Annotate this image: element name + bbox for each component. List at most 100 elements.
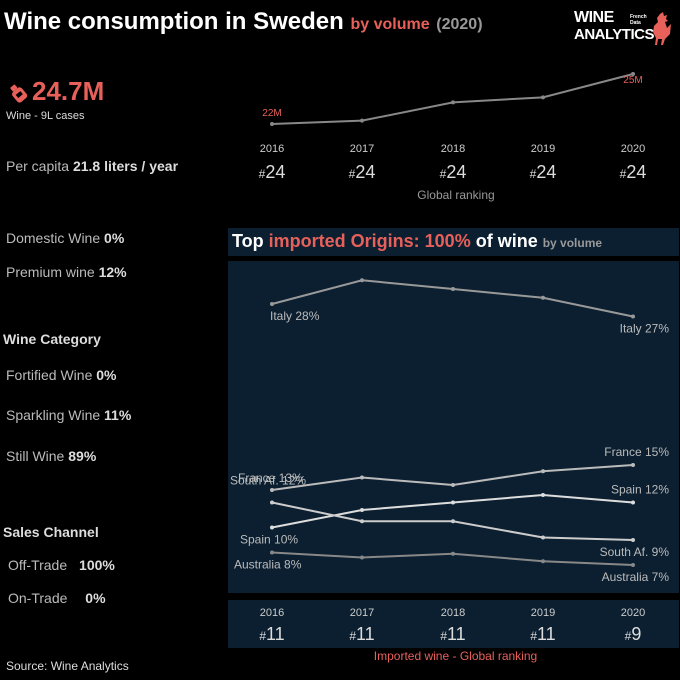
- import-point-italy: [360, 278, 364, 283]
- import-point-south-af: [541, 535, 545, 540]
- wine-category-heading: Wine Category: [3, 331, 101, 347]
- total-volume-value: 24.7M: [32, 76, 105, 106]
- import-point-france: [270, 488, 274, 492]
- volume-line: [271, 73, 634, 125]
- sales-channel-heading: Sales Channel: [3, 524, 99, 540]
- premium-share: Premium wine 12%: [6, 264, 127, 280]
- import-point-australia: [631, 563, 635, 567]
- still-label: Still Wine: [6, 448, 65, 464]
- volume-year-label: 2020: [621, 143, 645, 155]
- fortified-label: Fortified Wine: [6, 367, 93, 383]
- per-capita-label: Per capita: [6, 158, 70, 174]
- import-point-south-af: [631, 538, 635, 542]
- import-last-label-italy: Italy 27%: [620, 322, 670, 336]
- volume-rank-caption: Global ranking: [417, 188, 494, 202]
- still-share: Still Wine 89%: [6, 448, 96, 464]
- imports-year-label: 2017: [350, 607, 374, 619]
- off-trade-value: 100%: [79, 557, 115, 573]
- import-point-france: [541, 469, 545, 474]
- logo-line1: WINE: [574, 9, 614, 26]
- import-point-south-af: [360, 519, 364, 524]
- domestic-label: Domestic Wine: [6, 230, 101, 246]
- import-first-label-spain: Spain 10%: [240, 533, 298, 547]
- import-point-spain: [541, 493, 545, 497]
- imports-rank-label: #11: [259, 624, 284, 644]
- wine-bottle-icon: [10, 84, 28, 103]
- still-value: 89%: [68, 448, 97, 464]
- import-point-france: [631, 463, 635, 467]
- volume-year-label: 2016: [260, 143, 284, 155]
- import-point-italy: [270, 302, 274, 306]
- import-first-label-france: France 13%: [238, 471, 303, 485]
- import-point-spain: [360, 508, 364, 512]
- import-first-label-south-af: South Af. 12%: [230, 474, 306, 488]
- imports-rank-label: #9: [625, 624, 642, 644]
- imports-title: Top imported Origins: 100% of wine by vo…: [232, 231, 602, 252]
- import-point-spain: [631, 500, 635, 505]
- volume-year-label: 2019: [531, 143, 555, 155]
- import-last-label-spain: Spain 12%: [611, 483, 669, 497]
- imports-title-panel: Top imported Origins: 100% of wine by vo…: [228, 228, 679, 256]
- sparkling-value: 11%: [104, 407, 132, 423]
- import-point-spain: [270, 525, 274, 530]
- import-point-italy: [631, 314, 635, 319]
- imports-title-red: imported Origins: 100%: [268, 231, 471, 251]
- fortified-value: 0%: [96, 367, 117, 383]
- per-capita-value: 21.8 liters / year: [72, 158, 179, 174]
- volume-point: [270, 122, 274, 126]
- off-trade-label: Off-Trade: [8, 557, 68, 573]
- domestic-value: 0%: [104, 230, 125, 246]
- volume-point: [631, 72, 635, 76]
- volume-point: [451, 100, 455, 105]
- import-point-australia: [360, 555, 364, 560]
- on-trade-value: 0%: [85, 590, 106, 606]
- on-trade-share: On-Trade 0%: [8, 590, 106, 606]
- volume-year-label: 2018: [441, 143, 465, 155]
- imports-title-suffix: of wine: [470, 231, 538, 251]
- source-note: Source: Wine Analytics: [6, 659, 129, 673]
- volume-point: [360, 118, 364, 123]
- on-trade-label: On-Trade: [8, 590, 68, 606]
- volume-rank-label: #24: [530, 162, 557, 182]
- imports-rank-panel: 2016 #11 2017 #11 2018 #11 2019 #11 2020 #9: [228, 600, 679, 648]
- import-point-italy: [541, 295, 545, 300]
- imports-rank-label: #11: [440, 624, 465, 644]
- title-year: (2020): [436, 16, 483, 33]
- volume-rank-label: #24: [440, 162, 467, 182]
- import-point-south-af: [451, 519, 455, 524]
- import-last-label-france: France 15%: [604, 445, 669, 459]
- fortified-share: Fortified Wine 0%: [6, 367, 116, 383]
- imports-chart-panel: Italy 28% Italy 27% France 13% France 15% Sp…: [228, 261, 679, 593]
- title-subtitle: by volume: [350, 16, 430, 33]
- per-capita: Per capita 21.8 liters / year: [6, 158, 178, 174]
- volume-last-label: 25M: [623, 75, 642, 86]
- logo-tagline: French Data: [630, 14, 647, 26]
- kpi-caption: Wine - 9L cases: [6, 110, 85, 122]
- import-point-australia: [451, 551, 455, 556]
- wine-analytics-logo: WINE French Data ANALYTICS: [574, 10, 672, 48]
- imports-title-prefix: Top: [232, 231, 269, 251]
- domestic-share: Domestic Wine 0%: [6, 230, 124, 246]
- import-last-label-south-af: South Af. 9%: [600, 545, 670, 559]
- imports-rank-label: #11: [530, 624, 555, 644]
- import-point-france: [451, 483, 455, 487]
- rooster-icon: [653, 12, 671, 45]
- import-point-australia: [541, 559, 545, 564]
- premium-label: Premium wine: [6, 264, 95, 280]
- logo-line2: ANALYTICS: [574, 26, 654, 43]
- import-point-france: [360, 475, 364, 480]
- imports-chart: Italy 28% Italy 27% France 13% France 15% Sp…: [230, 278, 670, 584]
- imports-title-unit: by volume: [542, 236, 603, 250]
- imports-rank-caption: Imported wine - Global ranking: [373, 649, 538, 663]
- imports-rank-chart: 2016 #11 2017 #11 2018 #11 2019 #11 2020 #9: [259, 607, 645, 644]
- import-point-south-af: [270, 500, 274, 505]
- volume-chart: 22M 25M 2016 #24 2017 #24 2018 #24 2019 #24 2020 #2…: [259, 72, 647, 202]
- import-line-italy: [271, 279, 634, 318]
- volume-first-label: 22M: [262, 108, 281, 119]
- volume-rank-label: #24: [620, 162, 647, 182]
- imports-rank-label: #11: [349, 624, 374, 644]
- import-first-label-australia: Australia 8%: [234, 558, 302, 572]
- import-point-australia: [270, 550, 274, 555]
- imports-year-label: 2018: [441, 607, 465, 619]
- import-point-italy: [451, 287, 455, 291]
